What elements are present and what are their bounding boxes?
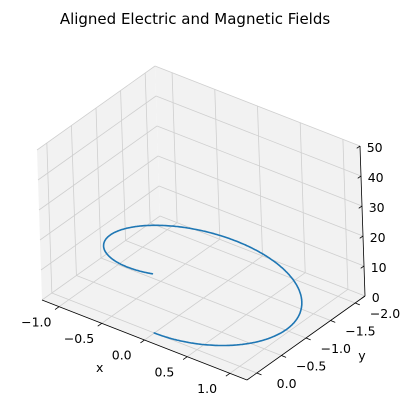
z-tick-label-3: 30 [369,200,385,215]
grid-z-left-1 [40,185,160,271]
grid-x-back-0 [171,72,178,223]
z-tick-2 [359,235,364,239]
y-tick-label-2: −1.0 [321,341,351,356]
x-tick-3 [182,356,188,360]
grid-z-left-3 [38,125,158,211]
z-tick-5 [356,145,361,149]
x-tick-4 [225,373,231,377]
x-tick-0 [54,306,60,310]
y-tick-3 [281,355,287,358]
grid-z-back-5 [154,65,361,147]
tick-labels: −1.0 −0.5 0.0 0.5 1.0 −2.0 −1.5 −1.0 −0.5 0.0 0 10 2… [21,140,400,396]
z-tick-1 [360,265,365,269]
grid-y-left-2 [95,107,102,259]
x-axis-label: x [96,360,103,375]
x-tick-label-1: −0.5 [64,331,94,346]
x-tick-label-2: 0.0 [112,348,132,363]
grid-lines [36,65,366,374]
grid-y-floor-0 [150,222,356,304]
x-tick-2 [140,339,145,344]
z-tick-label-4: 40 [368,170,384,185]
grid-z-back-1 [158,185,365,267]
x-tick-label-4: 1.0 [197,381,217,396]
grid-z-left-4 [37,95,157,181]
y-tick-label-4: 0.0 [277,376,297,391]
y-tick-4 [256,372,262,376]
z-tick-label-2: 20 [370,230,386,245]
grid-z-back-3 [156,125,363,207]
x-tick-label-0: −1.0 [21,314,51,329]
z-tick-label-1: 10 [371,260,387,275]
y-tick-0 [355,302,360,306]
series-layer [102,224,303,347]
grid-y-floor-2 [100,257,307,339]
grid-y-left-3 [71,125,77,276]
x-tick-label-3: 0.5 [154,364,174,379]
grid-y-left-0 [144,72,151,224]
y-tick-label-3: −0.5 [296,359,326,374]
grid-z-left-5 [36,65,156,151]
x-tick-1 [97,323,103,327]
y-tick-label-0: −2.0 [370,306,400,321]
grid-x-back-2 [257,105,263,257]
y-axis-label: y [358,348,366,363]
series-line-0 [102,224,303,347]
grid-z-left-0 [41,215,161,301]
z-axis-line [359,145,366,297]
grid-x-back-4 [342,139,349,290]
y-tick-1 [330,320,336,323]
grid-x-back-1 [214,89,221,240]
z-tick-label-0: 0 [372,290,380,305]
grid-z-back-4 [155,95,362,177]
z-tick-4 [357,175,362,179]
y-tick-label-1: −1.5 [345,324,375,339]
grid-y-floor-3 [76,275,282,356]
z-tick-label-5: 50 [367,140,383,155]
grid-y-left-1 [120,90,126,241]
tick-marks [54,145,366,377]
z-tick-0 [361,295,366,299]
y-tick-2 [305,337,311,341]
grid-x-back-3 [299,122,306,273]
chart-title: Aligned Electric and Magnetic Fields [60,10,331,28]
grid-y-left-4 [46,142,53,294]
z-tick-3 [358,205,363,209]
grid-z-left-2 [39,155,159,241]
grid-z-back-2 [157,155,364,237]
grid-y-floor-1 [125,240,331,321]
